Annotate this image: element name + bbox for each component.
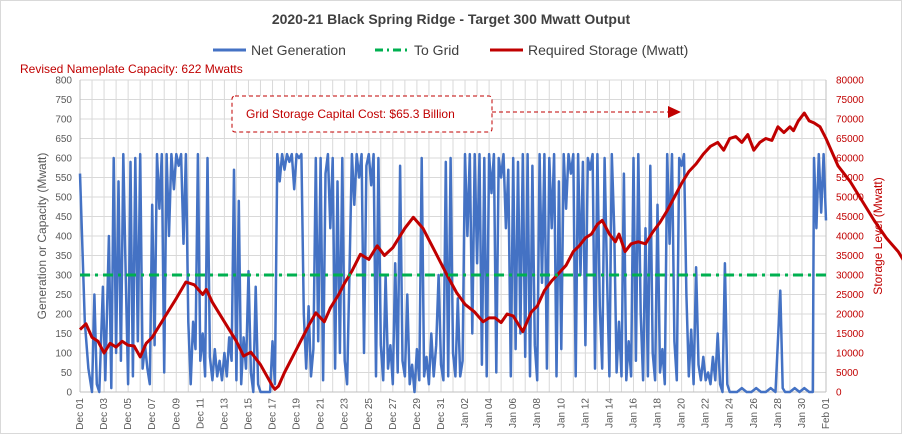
x-tick-label: Dec 09 (171, 398, 182, 430)
x-tick-label: Dec 13 (219, 398, 230, 430)
y-right-tick-label: 60000 (836, 154, 864, 165)
chart-title: 2020-21 Black Spring Ridge - Target 300 … (272, 11, 631, 27)
x-tick-label: Jan 20 (677, 398, 688, 428)
y-right-tick-label: 45000 (836, 212, 864, 223)
x-tick-label: Dec 07 (147, 398, 158, 430)
x-tick-label: Jan 12 (580, 398, 591, 428)
cost-callout-arrow-head (668, 106, 681, 118)
y-right-tick-label: 55000 (836, 173, 864, 184)
y-right-tick-label: 15000 (836, 329, 864, 340)
x-tick-label: Jan 22 (701, 398, 712, 428)
x-tick-label: Jan 16 (628, 398, 639, 428)
y-left-tick-label: 400 (55, 232, 72, 243)
x-tick-label: Dec 21 (316, 398, 327, 430)
y-right-tick-label: 10000 (836, 349, 864, 360)
x-tick-label: Dec 27 (388, 398, 399, 430)
x-tick-label: Dec 15 (243, 398, 254, 430)
x-tick-label: Dec 05 (123, 398, 134, 430)
y-right-tick-label: 50000 (836, 193, 864, 204)
y-right-tick-label: 30000 (836, 271, 864, 282)
legend-label-required-storage: Required Storage (Mwatt) (528, 42, 688, 58)
x-tick-label: Jan 08 (532, 398, 543, 428)
y-axis-right-ticks: 0 5000 10000 15000 20000 25000 30000 35000 40000… (836, 76, 864, 399)
x-tick-label: Dec 19 (292, 398, 303, 430)
x-axis-ticks: Dec 01 Dec 03 Dec 05 Dec 07 Dec 09 Dec 11 Dec … (75, 398, 832, 430)
y-left-tick-label: 300 (55, 271, 72, 282)
x-tick-label: Jan 06 (508, 398, 519, 428)
x-tick-label: Jan 10 (556, 398, 567, 428)
y-right-tick-label: 65000 (836, 134, 864, 145)
x-tick-label: Dec 11 (195, 398, 206, 429)
y-right-tick-label: 20000 (836, 310, 864, 321)
y-right-tick-label: 75000 (836, 95, 864, 106)
x-tick-label: Dec 17 (268, 398, 279, 430)
y-left-tick-label: 800 (55, 76, 72, 87)
y-right-tick-label: 80000 (836, 76, 864, 87)
y-axis-right-label: Storage Level (Mwatt) (871, 177, 885, 294)
x-tick-label: Jan 30 (797, 398, 808, 428)
y-left-tick-label: 700 (55, 115, 72, 126)
y-left-tick-label: 600 (55, 154, 72, 165)
y-left-tick-label: 450 (55, 212, 72, 223)
y-right-tick-label: 40000 (836, 232, 864, 243)
y-right-tick-label: 25000 (836, 290, 864, 301)
y-left-tick-label: 150 (55, 329, 72, 340)
y-axis-left-label: Generation or Capacity (Mwatt) (35, 153, 49, 320)
x-tick-label: Dec 01 (75, 398, 86, 430)
x-tick-label: Dec 23 (340, 398, 351, 430)
legend-label-to-grid: To Grid (414, 42, 459, 58)
y-right-tick-label: 35000 (836, 251, 864, 262)
x-tick-label: Jan 18 (653, 398, 664, 428)
y-left-tick-label: 0 (66, 388, 72, 399)
series-layer (78, 111, 902, 394)
y-axis-left-ticks: 0 50 100 150 200 250 300 350 400 450 500 550 600 650 7… (55, 76, 72, 399)
y-left-tick-label: 350 (55, 251, 72, 262)
cost-callout-box (231, 95, 493, 133)
x-tick-label: Jan 02 (460, 398, 471, 428)
x-tick-label: Dec 29 (412, 398, 423, 430)
series-line-net-generation (78, 152, 828, 394)
y-left-tick-label: 50 (61, 368, 73, 379)
x-tick-label: Dec 31 (436, 398, 447, 430)
legend-label-net-generation: Net Generation (251, 42, 346, 58)
y-left-tick-label: 750 (55, 95, 72, 106)
y-right-tick-label: 70000 (836, 115, 864, 126)
y-left-tick-label: 200 (55, 310, 72, 321)
x-tick-label: Dec 25 (364, 398, 375, 430)
y-left-tick-label: 100 (55, 349, 72, 360)
y-right-tick-label: 0 (836, 388, 842, 399)
capacity-annotation: Revised Nameplate Capacity: 622 Mwatts (20, 62, 243, 76)
legend: Net Generation To Grid Required Storage … (213, 42, 688, 58)
series-line-required-storage-mwatt (78, 111, 902, 391)
x-tick-label: Jan 24 (725, 398, 736, 428)
x-tick-label: Feb 01 (821, 398, 832, 430)
x-tick-label: Dec 03 (99, 398, 110, 430)
y-left-tick-label: 250 (55, 290, 72, 301)
cost-callout-text: Grid Storage Capital Cost: $65.3 Billion (246, 107, 455, 121)
cost-callout: Grid Storage Capital Cost: $65.3 Billion (231, 95, 681, 133)
x-tick-label: Jan 26 (749, 398, 760, 428)
x-tick-label: Jan 14 (604, 398, 615, 428)
y-left-tick-label: 550 (55, 173, 72, 184)
y-right-tick-label: 5000 (836, 368, 859, 379)
y-left-tick-label: 500 (55, 193, 72, 204)
x-tick-label: Jan 04 (484, 398, 495, 428)
x-tick-label: Jan 28 (773, 398, 784, 428)
y-left-tick-label: 650 (55, 134, 72, 145)
